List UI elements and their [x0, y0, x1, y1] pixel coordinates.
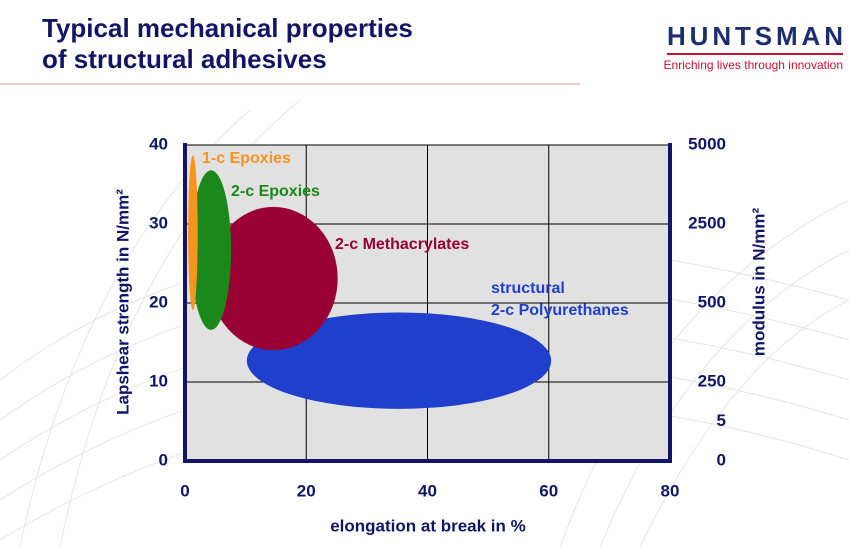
y-tick-label: 10 [149, 371, 168, 390]
y2-tick-label: 5 [717, 411, 726, 430]
y2-tick-label: 2500 [688, 213, 726, 232]
title-line: Typical mechanical properties [42, 13, 413, 43]
y-tick-label: 0 [159, 450, 168, 469]
tagline: Enriching lives through innovation [664, 58, 843, 72]
ellipse-region [188, 155, 198, 311]
series-label: 2-c Methacrylates [335, 236, 469, 253]
x-tick-label: 40 [418, 481, 437, 500]
y2-axis-label: modulus in N/mm² [749, 208, 768, 357]
x-axis-label: elongation at break in % [330, 516, 526, 535]
series-label: structural 2-c Polyurethanes [491, 280, 629, 319]
axes [183, 143, 672, 463]
logo: HUNTSMAN [667, 21, 843, 51]
series-label: 1-c Epoxies [202, 150, 291, 167]
ellipse-region [191, 170, 232, 330]
ellipse-region [246, 312, 552, 409]
y-axis-label: Lapshear strength in N/mm² [113, 189, 132, 415]
y2-tick-label: 500 [698, 292, 726, 311]
title-line: of structural adhesives [42, 44, 327, 74]
y2-tick-label: 250 [698, 371, 726, 390]
y2-tick-label: 0 [717, 450, 726, 469]
y-tick-label: 20 [149, 292, 168, 311]
y-tick-label: 40 [149, 134, 168, 153]
x-tick-label: 60 [539, 481, 558, 500]
x-tick-label: 0 [180, 481, 189, 500]
series-label: 2-c Epoxies [231, 183, 320, 200]
marks [188, 155, 552, 409]
y2-tick-label: 5000 [688, 134, 726, 153]
x-tick-label: 20 [297, 481, 316, 500]
x-tick-label: 80 [661, 481, 680, 500]
y-tick-label: 30 [149, 213, 168, 232]
